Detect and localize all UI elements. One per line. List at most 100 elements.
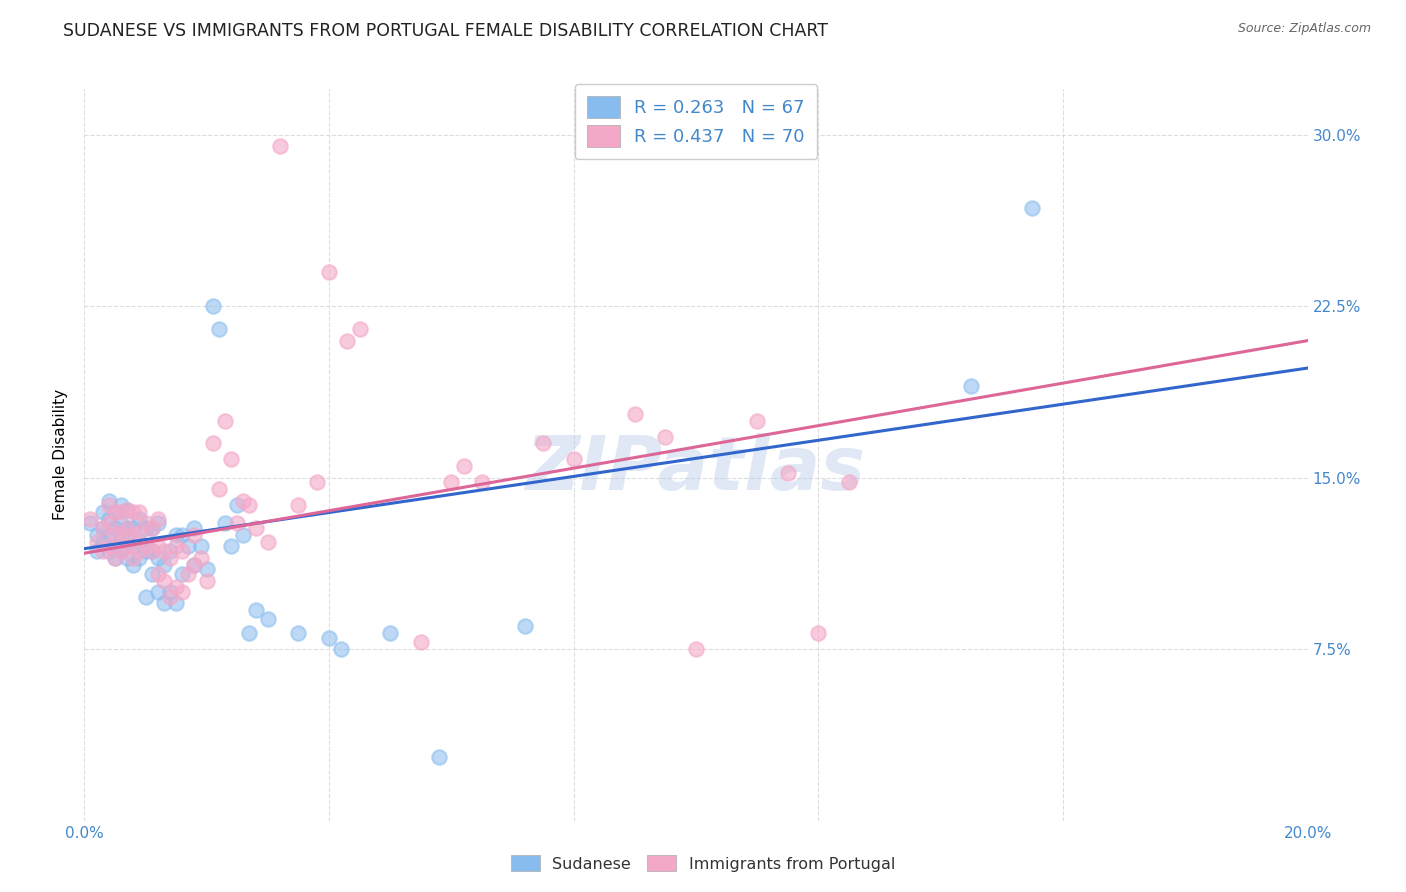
Point [183,558,205,572]
Point [562,452,585,467]
Point [135,516,157,531]
Point [97,516,120,531]
Point [245,603,267,617]
Point [86,534,108,549]
Point [146,585,169,599]
Point [146,550,169,565]
Point [110,498,132,512]
Point [110,530,132,544]
Point [97,539,120,553]
Point [427,749,450,764]
Point [110,516,132,531]
Point [318,631,340,645]
Point [122,550,145,565]
Point [135,521,157,535]
Point [97,544,120,558]
Legend: Sudanese, Immigrants from Portugal: Sudanese, Immigrants from Portugal [503,847,903,880]
Point [219,452,242,467]
Point [238,626,260,640]
Point [1021,201,1043,215]
Point [330,642,353,657]
Point [122,528,145,542]
Point [128,512,150,526]
Point [146,516,169,531]
Point [104,539,127,553]
Point [238,498,260,512]
Point [141,521,163,535]
Point [165,581,187,595]
Point [349,322,371,336]
Point [153,544,176,558]
Point [135,539,157,553]
Point [115,534,138,549]
Point [513,619,536,633]
Point [336,334,359,348]
Point [146,512,169,526]
Point [654,430,676,444]
Point [159,544,181,558]
Point [141,544,163,558]
Point [146,539,169,553]
Point [97,512,120,526]
Point [141,521,163,535]
Point [232,528,254,542]
Point [165,597,187,611]
Point [104,528,127,542]
Point [287,626,309,640]
Point [219,539,242,553]
Point [214,414,236,428]
Point [110,525,132,540]
Point [195,562,218,576]
Point [257,534,280,549]
Point [318,265,340,279]
Point [165,539,187,553]
Point [79,516,101,531]
Point [201,436,224,450]
Point [86,544,108,558]
Point [201,299,224,313]
Point [440,475,463,490]
Point [104,521,127,535]
Point [226,498,249,512]
Point [141,544,163,558]
Point [685,642,707,657]
Point [159,550,181,565]
Point [807,626,830,640]
Point [153,574,176,588]
Point [159,590,181,604]
Point [135,544,157,558]
Point [122,521,145,535]
Point [269,139,291,153]
Point [115,550,138,565]
Point [624,407,647,421]
Point [91,534,114,549]
Point [287,498,309,512]
Point [97,498,120,512]
Point [190,550,212,565]
Point [135,590,157,604]
Point [115,521,138,535]
Point [91,505,114,519]
Point [115,539,138,553]
Text: ZIPatlas: ZIPatlas [526,433,866,506]
Point [172,528,194,542]
Point [122,558,145,572]
Point [960,379,983,393]
Point [245,521,267,535]
Point [91,521,114,535]
Point [97,528,120,542]
Point [128,544,150,558]
Point [128,550,150,565]
Point [104,505,127,519]
Point [257,613,280,627]
Point [146,566,169,581]
Point [86,528,108,542]
Point [747,414,769,428]
Point [104,550,127,565]
Point [195,574,218,588]
Point [79,512,101,526]
Point [91,544,114,558]
Legend: R = 0.263   N = 67, R = 0.437   N = 70: R = 0.263 N = 67, R = 0.437 N = 70 [575,84,817,160]
Point [97,493,120,508]
Point [110,544,132,558]
